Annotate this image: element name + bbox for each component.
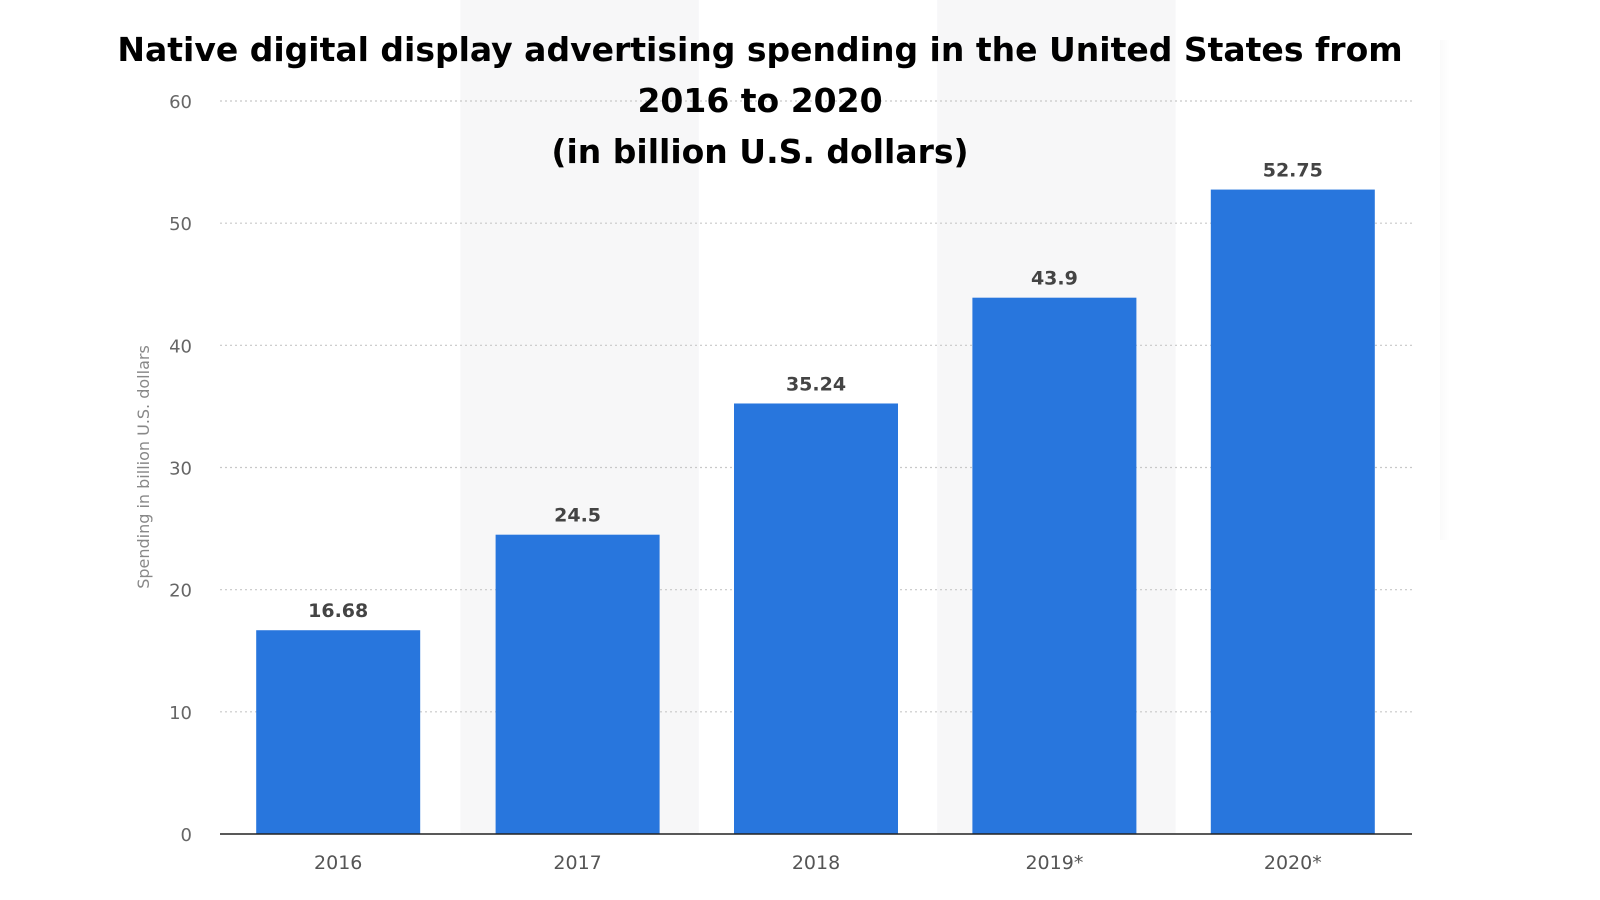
data-label: 35.24 [786,373,846,395]
x-tick-label: 2018 [792,852,840,874]
panel-shadow [1440,40,1450,540]
y-tick-label: 50 [169,214,192,235]
x-tick-label: 2016 [314,852,362,874]
x-tick-label: 2019* [1025,852,1083,874]
data-label: 24.5 [554,505,601,527]
y-tick-label: 20 [169,581,192,602]
y-axis-label: Spending in billion U.S. dollars [134,345,153,589]
y-tick-label: 0 [181,825,192,846]
y-tick-label: 30 [169,459,192,480]
x-tick-label: 2020* [1264,852,1322,874]
bar [972,297,1137,834]
bar [734,403,898,834]
y-tick-label: 60 [169,92,192,113]
y-tick-label: 10 [169,703,192,724]
x-tick-label: 2017 [553,852,601,874]
data-label: 43.9 [1031,268,1078,290]
bar [1210,189,1375,835]
chart-title: Native digital display advertising spend… [60,24,1460,177]
title-line-1: Native digital display advertising spend… [117,30,1403,69]
data-label: 16.68 [308,600,368,622]
data-label: 52.75 [1263,160,1323,182]
title-line-2: 2016 to 2020 [637,81,883,120]
bar [495,534,660,834]
title-line-3: (in billion U.S. dollars) [551,132,969,171]
y-tick-label: 40 [169,336,192,357]
bar [256,630,421,834]
